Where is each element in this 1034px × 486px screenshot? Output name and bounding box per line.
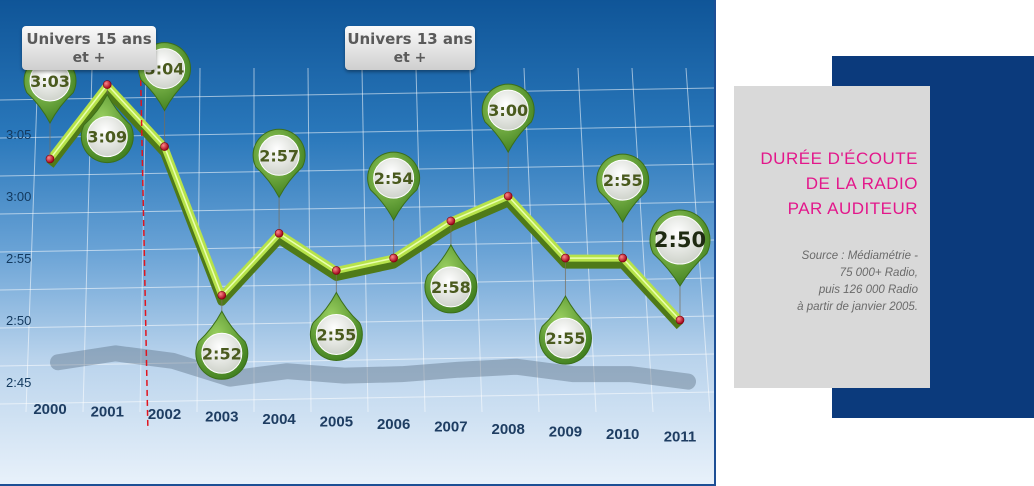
data-label: 3:09 [87, 128, 127, 147]
data-label: 3:03 [30, 72, 70, 91]
x-tick-label: 2008 [491, 421, 524, 438]
data-point-marker [217, 290, 227, 300]
x-tick-label: 2007 [434, 419, 467, 436]
data-pin-face [544, 317, 586, 359]
data-point-marker [618, 253, 628, 263]
info-title-line: DE LA RADIO [805, 174, 918, 193]
data-point-marker [332, 266, 341, 275]
data-pin-face [373, 157, 415, 199]
data-pin-face [86, 116, 128, 158]
data-label: 2:58 [431, 278, 471, 297]
data-point-marker [503, 191, 513, 201]
data-point-marker [274, 229, 284, 238]
info-title: DURÉE D'ÉCOUTE DE LA RADIO PAR AUDITEUR [760, 146, 918, 221]
y-tick-label: 2:55 [6, 251, 31, 266]
x-tick-label: 2001 [91, 404, 124, 421]
data-label: 2:55 [603, 171, 643, 190]
data-point-marker [561, 253, 570, 263]
grid-line-vertical [25, 67, 39, 413]
data-label: 3:00 [488, 101, 528, 120]
info-source-line: puis 126 000 Radio [818, 284, 918, 296]
y-tick-label: 3:00 [6, 189, 31, 204]
x-tick-label: 2011 [664, 429, 697, 446]
era-label-13-line1: Univers 13 ans [347, 30, 473, 48]
universe-divider [139, 39, 149, 431]
info-source-line: Source : Médiamétrie - [801, 250, 918, 262]
era-label-15-line2: et + [72, 50, 106, 66]
data-pin-face [655, 215, 705, 265]
x-tick-label: 2006 [377, 416, 410, 433]
series-line-highlight [49, 83, 681, 321]
grid-line-horizontal [0, 239, 714, 253]
info-title-line: PAR AUDITEUR [787, 199, 918, 218]
x-tick-label: 2004 [262, 411, 296, 428]
y-tick-label: 2:50 [6, 313, 31, 328]
info-source-line: 75 000+ Radio, [839, 267, 918, 279]
era-label-15-ans: Univers 15 ans et + [22, 26, 156, 70]
era-label-13-ans: Univers 13 ans et + [345, 26, 475, 70]
y-tick-label: 3:05 [6, 127, 31, 142]
data-pin-face [487, 89, 529, 131]
grid-line-horizontal [0, 163, 714, 177]
era-label-13-line2: et + [393, 50, 427, 66]
info-panel: DURÉE D'ÉCOUTE DE LA RADIO PAR AUDITEUR … [734, 86, 930, 388]
chart-panel: 3:03 3:09 3:04 2:52 2:57 2:55 2:54 2:58 3:00 2:55… [0, 0, 716, 486]
data-pin-face [201, 332, 243, 374]
data-point-marker [102, 80, 112, 89]
data-point-marker [160, 142, 169, 151]
data-label: 2:55 [316, 325, 356, 344]
data-pin-face [602, 159, 644, 201]
grid-line-vertical [577, 67, 597, 413]
data-point-marker [389, 253, 398, 263]
data-label: 2:52 [202, 344, 242, 363]
series-line-side [46, 86, 684, 330]
grid-line-horizontal [0, 353, 714, 367]
x-tick-label: 2002 [148, 406, 181, 423]
era-label-15-line1: Univers 15 ans [26, 30, 152, 48]
grid-line-vertical [361, 67, 369, 413]
grid-line-horizontal [0, 201, 714, 215]
x-tick-label: 2005 [320, 414, 353, 431]
info-source-line: à partir de janvier 2005. [797, 301, 918, 313]
grid-line-vertical [307, 67, 312, 413]
data-point-marker [446, 216, 456, 226]
grid-line-horizontal [0, 277, 714, 291]
grid-line-vertical [469, 67, 483, 413]
line-shadow [50, 345, 696, 390]
info-title-line: DURÉE D'ÉCOUTE [760, 149, 918, 168]
x-tick-label: 2003 [205, 409, 238, 426]
info-source: Source : Médiamétrie - 75 000+ Radio, pu… [797, 248, 918, 316]
data-pin-face [430, 266, 472, 308]
data-point-marker [675, 315, 685, 325]
data-pin-face [315, 313, 357, 355]
data-label: 2:57 [259, 146, 299, 165]
data-point-marker [45, 154, 55, 164]
data-label: 2:50 [654, 228, 706, 252]
y-tick-label: 2:45 [6, 375, 31, 390]
duration-line-chart: 3:033:093:042:522:572:552:542:583:002:55… [0, 39, 714, 446]
data-pin-face [258, 134, 300, 176]
data-label: 2:55 [546, 329, 586, 348]
x-tick-label: 2010 [606, 426, 639, 443]
x-tick-label: 2009 [549, 424, 582, 441]
x-tick-label: 2000 [33, 401, 66, 418]
data-label: 2:54 [374, 169, 414, 188]
grid-line-horizontal [0, 391, 714, 405]
